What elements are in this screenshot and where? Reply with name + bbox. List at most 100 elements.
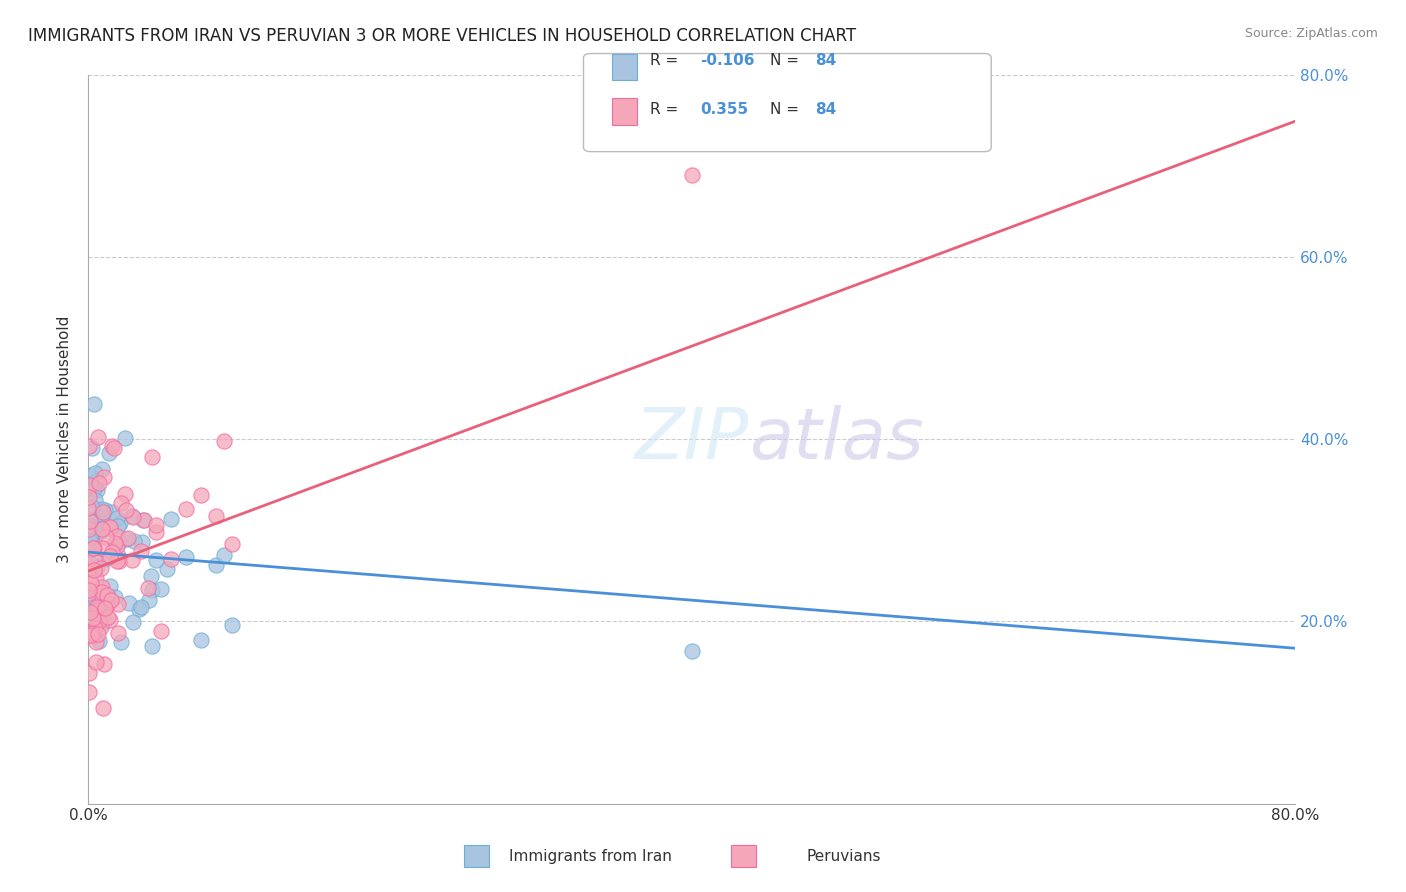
Point [104,591,127,605]
Point [94,601,117,615]
Point [100,593,122,607]
Point [77,439,100,453]
Point [221,536,243,550]
Point [89,634,111,648]
Text: ZIP: ZIP [634,405,749,474]
Point [145,517,167,532]
Point [77,539,100,553]
Point [212,548,235,562]
Point [84,466,107,480]
Point [83,541,105,555]
Point [83,596,105,610]
Point [115,532,138,546]
Point [77,598,100,612]
Point [90,541,112,555]
Text: IMMIGRANTS FROM IRAN VS PERUVIAN 3 OR MORE VEHICLES IN HOUSEHOLD CORRELATION CHA: IMMIGRANTS FROM IRAN VS PERUVIAN 3 OR MO… [28,27,856,45]
Point [90,588,112,602]
Point [91,502,114,516]
Point [107,510,129,524]
Point [105,539,128,553]
Point [94,600,117,615]
Point [90,504,112,518]
Point [84,634,107,648]
Point [136,581,159,595]
Text: Peruvians: Peruvians [807,849,880,863]
Point [94,530,117,544]
Point [80,519,103,533]
Point [80,603,103,617]
Point [145,524,167,539]
Point [91,522,114,536]
Point [79,518,101,533]
Point [93,615,115,629]
Point [91,520,114,534]
Point [90,510,112,524]
Point [129,600,152,615]
Point [108,516,131,530]
Y-axis label: 3 or more Vehicles in Household: 3 or more Vehicles in Household [58,316,72,563]
Point [98,446,121,460]
Point [86,600,108,615]
Point [101,439,124,453]
Point [93,597,115,611]
Point [80,612,103,626]
Point [160,552,183,566]
Point [77,616,100,631]
Point [87,476,110,491]
Point [122,615,145,629]
Point [114,487,136,501]
Point [82,611,104,625]
Point [82,500,104,514]
Point [77,544,100,558]
Point [91,580,114,594]
Point [79,610,101,624]
Point [141,639,163,653]
Text: R =: R = [650,54,678,68]
Point [87,626,110,640]
Point [96,599,118,613]
Point [79,531,101,545]
Point [105,528,128,542]
Point [131,513,153,527]
Point [98,520,121,534]
Point [141,583,163,598]
Point [87,520,110,534]
Point [138,592,160,607]
Text: -0.106: -0.106 [700,54,755,68]
Text: atlas: atlas [749,405,924,474]
Point [91,505,114,519]
Point [83,604,105,618]
Point [83,533,105,547]
Point [97,610,120,624]
Text: Source: ZipAtlas.com: Source: ZipAtlas.com [1244,27,1378,40]
Text: R =: R = [650,103,678,117]
Point [80,628,103,642]
Point [124,534,146,549]
Point [80,557,103,571]
Point [174,502,197,516]
Point [82,541,104,556]
Point [86,475,108,489]
Point [79,530,101,544]
Point [104,536,127,550]
Point [77,522,100,536]
Point [86,560,108,574]
Point [107,537,129,551]
Point [84,571,107,585]
Point [96,589,118,603]
Point [80,625,103,640]
Point [80,442,103,456]
Point [131,535,153,549]
Point [79,576,101,591]
Point [84,592,107,607]
Point [90,462,112,476]
Point [93,657,115,672]
Point [107,519,129,533]
Point [83,530,105,544]
Point [83,482,105,496]
Point [84,492,107,507]
Point [205,558,228,572]
Point [212,434,235,449]
Point [121,552,143,566]
Point [98,520,121,534]
